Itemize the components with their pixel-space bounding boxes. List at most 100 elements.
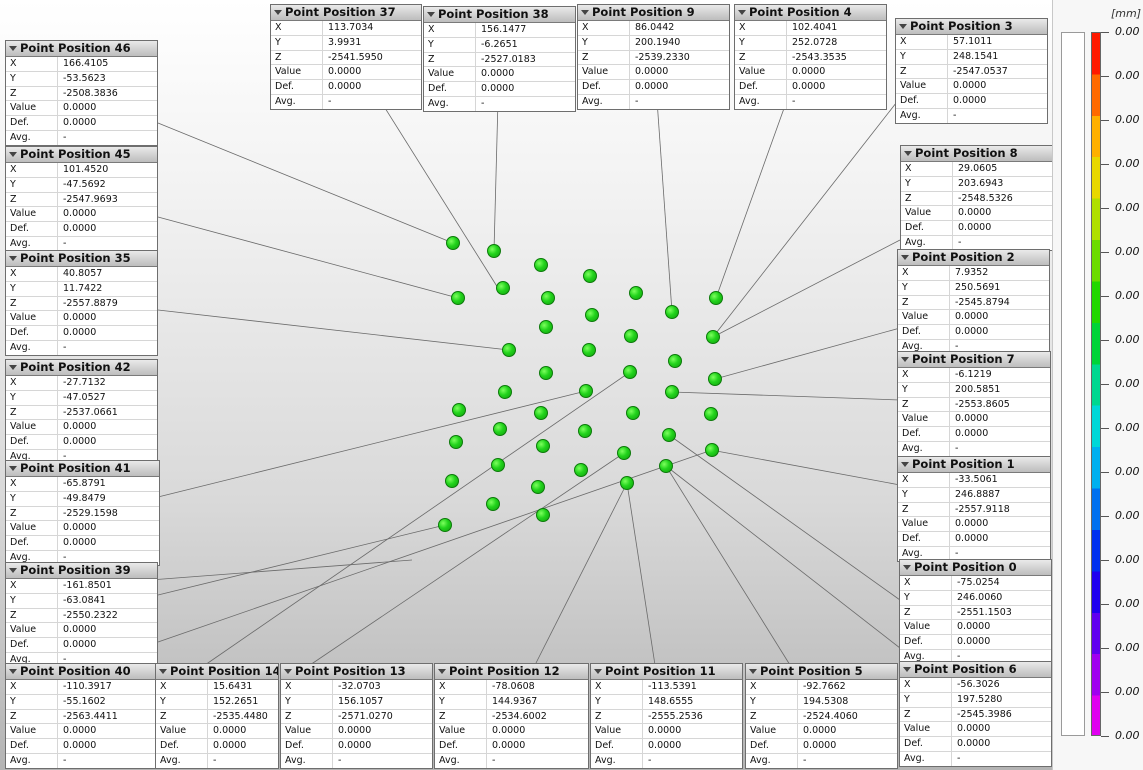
measurement-point-marker[interactable] bbox=[531, 480, 545, 494]
collapse-triangle-icon[interactable] bbox=[9, 669, 17, 674]
callout-header[interactable]: Point Position 42 bbox=[6, 360, 157, 376]
point-callout[interactable]: Point Position 41 X -65.8791 Y -49.8479 … bbox=[5, 460, 160, 566]
measurement-point-marker[interactable] bbox=[708, 372, 722, 386]
measurement-point-marker[interactable] bbox=[662, 428, 676, 442]
point-callout[interactable]: Point Position 45 X 101.4520 Y -47.5692 … bbox=[5, 146, 158, 252]
measurement-point-marker[interactable] bbox=[498, 385, 512, 399]
measurement-point-marker[interactable] bbox=[452, 403, 466, 417]
measurement-point-marker[interactable] bbox=[486, 497, 500, 511]
measurement-point-marker[interactable] bbox=[659, 459, 673, 473]
collapse-triangle-icon[interactable] bbox=[438, 669, 446, 674]
point-callout[interactable]: Point Position 39 X -161.8501 Y -63.0841… bbox=[5, 562, 158, 668]
collapse-triangle-icon[interactable] bbox=[159, 669, 167, 674]
callout-header[interactable]: Point Position 5 bbox=[746, 664, 897, 680]
callout-header[interactable]: Point Position 6 bbox=[900, 662, 1051, 678]
measurement-point-marker[interactable] bbox=[446, 236, 460, 250]
measurement-point-marker[interactable] bbox=[704, 407, 718, 421]
collapse-triangle-icon[interactable] bbox=[9, 256, 17, 261]
point-callout[interactable]: Point Position 38 X 156.1477 Y -6.2651 Z… bbox=[423, 6, 576, 112]
collapse-triangle-icon[interactable] bbox=[9, 152, 17, 157]
point-callout[interactable]: Point Position 13 X -32.0703 Y 156.1057 … bbox=[280, 663, 433, 769]
measurement-point-marker[interactable] bbox=[541, 291, 555, 305]
collapse-triangle-icon[interactable] bbox=[738, 10, 746, 15]
callout-header[interactable]: Point Position 2 bbox=[898, 250, 1049, 266]
callout-header[interactable]: Point Position 11 bbox=[591, 664, 742, 680]
measurement-point-marker[interactable] bbox=[665, 385, 679, 399]
point-callout[interactable]: Point Position 0 X -75.0254 Y 246.0060 Z… bbox=[899, 559, 1052, 665]
point-callout[interactable]: Point Position 8 X 29.0605 Y 203.6943 Z … bbox=[900, 145, 1052, 251]
measurement-point-marker[interactable] bbox=[496, 281, 510, 295]
callout-header[interactable]: Point Position 1 bbox=[898, 457, 1050, 473]
collapse-triangle-icon[interactable] bbox=[284, 669, 292, 674]
callout-header[interactable]: Point Position 39 bbox=[6, 563, 157, 579]
measurement-point-marker[interactable] bbox=[583, 269, 597, 283]
collapse-triangle-icon[interactable] bbox=[901, 255, 909, 260]
measurement-point-marker[interactable] bbox=[668, 354, 682, 368]
callout-header[interactable]: Point Position 45 bbox=[6, 147, 157, 163]
measurement-point-marker[interactable] bbox=[539, 320, 553, 334]
collapse-triangle-icon[interactable] bbox=[899, 24, 907, 29]
collapse-triangle-icon[interactable] bbox=[594, 669, 602, 674]
callout-header[interactable]: Point Position 7 bbox=[898, 352, 1050, 368]
measurement-point-marker[interactable] bbox=[534, 406, 548, 420]
measurement-point-marker[interactable] bbox=[705, 443, 719, 457]
measurement-point-marker[interactable] bbox=[709, 291, 723, 305]
collapse-triangle-icon[interactable] bbox=[274, 10, 282, 15]
measurement-point-marker[interactable] bbox=[438, 518, 452, 532]
point-callout[interactable]: Point Position 35 X 40.8057 Y 11.7422 Z … bbox=[5, 250, 158, 356]
collapse-triangle-icon[interactable] bbox=[903, 667, 911, 672]
callout-header[interactable]: Point Position 41 bbox=[6, 461, 159, 477]
callout-header[interactable]: Point Position 9 bbox=[578, 5, 729, 21]
measurement-point-marker[interactable] bbox=[536, 439, 550, 453]
collapse-triangle-icon[interactable] bbox=[427, 12, 435, 17]
callout-header[interactable]: Point Position 4 bbox=[735, 5, 886, 21]
collapse-triangle-icon[interactable] bbox=[901, 462, 909, 467]
point-callout[interactable]: Point Position 6 X -56.3026 Y 197.5280 Z… bbox=[899, 661, 1052, 767]
measurement-point-marker[interactable] bbox=[536, 508, 550, 522]
collapse-triangle-icon[interactable] bbox=[581, 10, 589, 15]
point-callout[interactable]: Point Position 5 X -92.7662 Y 194.5308 Z… bbox=[745, 663, 898, 769]
measurement-point-marker[interactable] bbox=[578, 424, 592, 438]
measurement-point-marker[interactable] bbox=[706, 330, 720, 344]
point-callout[interactable]: Point Position 1 X -33.5061 Y 246.8887 Z… bbox=[897, 456, 1051, 562]
measurement-point-marker[interactable] bbox=[579, 384, 593, 398]
callout-header[interactable]: Point Position 3 bbox=[896, 19, 1047, 35]
measurement-point-marker[interactable] bbox=[445, 474, 459, 488]
point-callout[interactable]: Point Position 3 X 57.1011 Y 248.1541 Z … bbox=[895, 18, 1048, 124]
point-callout[interactable]: Point Position 11 X -113.5391 Y 148.6555… bbox=[590, 663, 743, 769]
measurement-point-marker[interactable] bbox=[502, 343, 516, 357]
point-callout[interactable]: Point Position 37 X 113.7034 Y 3.9931 Z … bbox=[270, 4, 422, 110]
point-callout[interactable]: Point Position 40 X -110.3917 Y -55.1602… bbox=[5, 663, 158, 769]
collapse-triangle-icon[interactable] bbox=[9, 365, 17, 370]
measurement-point-marker[interactable] bbox=[493, 422, 507, 436]
measurement-point-marker[interactable] bbox=[574, 463, 588, 477]
callout-header[interactable]: Point Position 37 bbox=[271, 5, 421, 21]
measurement-point-marker[interactable] bbox=[534, 258, 548, 272]
measurement-point-marker[interactable] bbox=[629, 286, 643, 300]
callout-header[interactable]: Point Position 13 bbox=[281, 664, 432, 680]
measurement-point-marker[interactable] bbox=[539, 366, 553, 380]
measurement-point-marker[interactable] bbox=[623, 365, 637, 379]
measurement-point-marker[interactable] bbox=[585, 308, 599, 322]
point-callout[interactable]: Point Position 14 X 15.6431 Y 152.2651 Z… bbox=[155, 663, 279, 769]
collapse-triangle-icon[interactable] bbox=[749, 669, 757, 674]
point-callout[interactable]: Point Position 7 X -6.1219 Y 200.5851 Z … bbox=[897, 351, 1051, 457]
callout-header[interactable]: Point Position 38 bbox=[424, 7, 575, 23]
measurement-point-marker[interactable] bbox=[626, 406, 640, 420]
measurement-point-marker[interactable] bbox=[451, 291, 465, 305]
collapse-triangle-icon[interactable] bbox=[903, 565, 911, 570]
collapse-triangle-icon[interactable] bbox=[904, 151, 912, 156]
measurement-point-marker[interactable] bbox=[449, 435, 463, 449]
collapse-triangle-icon[interactable] bbox=[901, 357, 909, 362]
callout-header[interactable]: Point Position 40 bbox=[6, 664, 157, 680]
point-callout[interactable]: Point Position 12 X -78.0608 Y 144.9367 … bbox=[434, 663, 589, 769]
callout-header[interactable]: Point Position 0 bbox=[900, 560, 1051, 576]
collapse-triangle-icon[interactable] bbox=[9, 568, 17, 573]
measurement-point-marker[interactable] bbox=[620, 476, 634, 490]
measurement-point-marker[interactable] bbox=[582, 343, 596, 357]
measurement-point-marker[interactable] bbox=[487, 244, 501, 258]
point-callout[interactable]: Point Position 2 X 7.9352 Y 250.5691 Z -… bbox=[897, 249, 1050, 355]
callout-header[interactable]: Point Position 12 bbox=[435, 664, 588, 680]
measurement-point-marker[interactable] bbox=[617, 446, 631, 460]
callout-header[interactable]: Point Position 46 bbox=[6, 41, 157, 57]
